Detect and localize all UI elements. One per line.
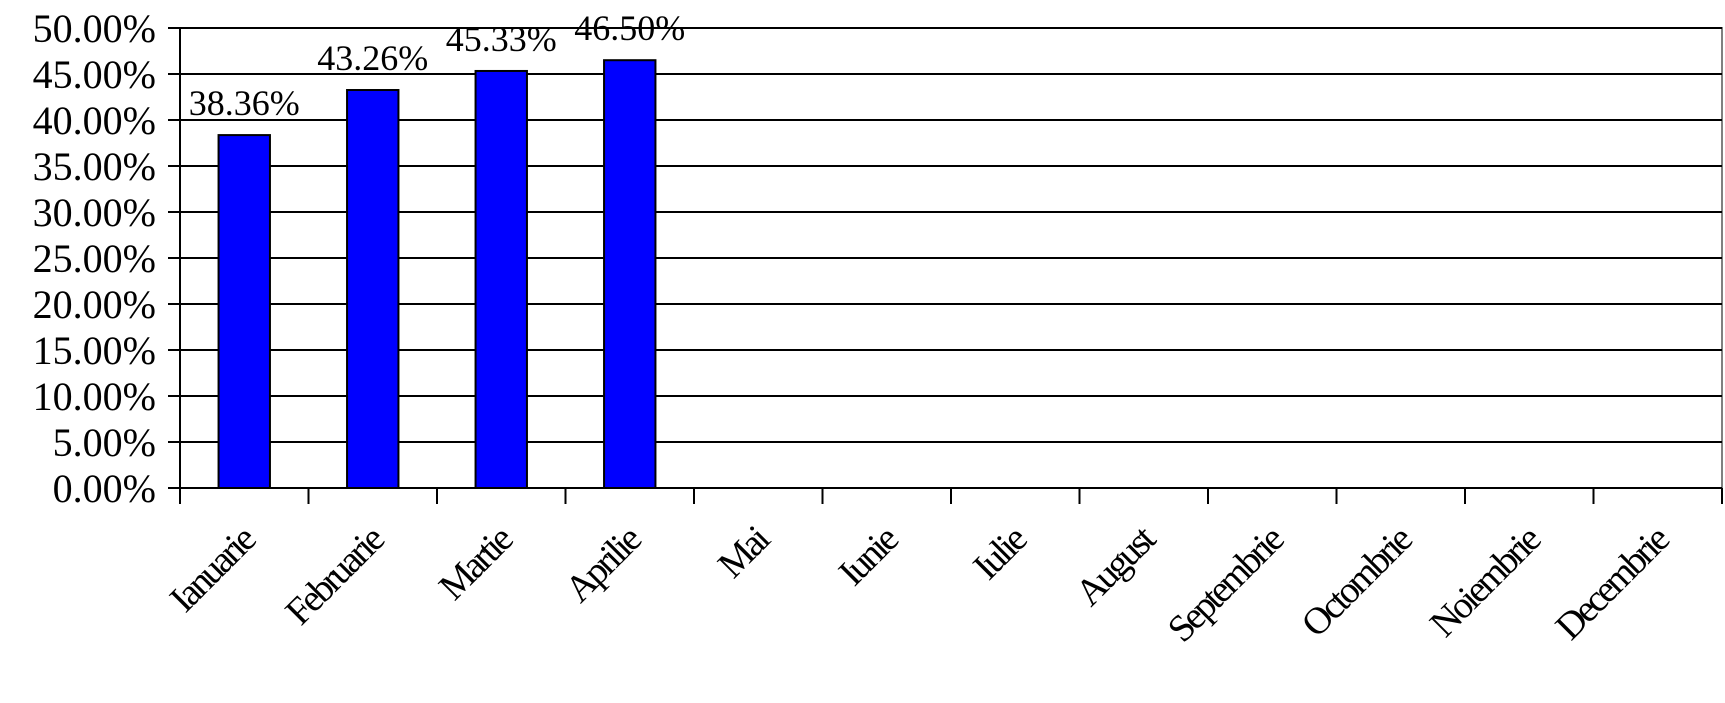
gridlines (180, 27, 1722, 443)
x-tick-labels: Ianuarie Februarie Martie Aprilie Mai Iunie Iu… (162, 517, 1678, 650)
y-tick-label: 50.00% (33, 6, 156, 51)
bar (474, 69, 528, 490)
bar (603, 59, 657, 489)
x-tick-label: Mai (710, 518, 778, 586)
bar (346, 89, 400, 490)
x-tick-label: Octombrie (1294, 518, 1421, 645)
y-tick-label: 0.00% (53, 466, 156, 511)
y-tick-label: 20.00% (33, 282, 156, 327)
x-tick-label: Noiembrie (1422, 518, 1549, 645)
x-tick-label: Ianuarie (162, 518, 264, 620)
y-tick-labels: 0.00%5.00%10.00%15.00%20.00%25.00%30.00%… (33, 6, 156, 511)
y-tick-label: 35.00% (33, 144, 156, 189)
data-label: 43.26% (317, 38, 428, 78)
x-tick-label: Februarie (278, 518, 393, 633)
x-tick-label: Decembrie (1548, 518, 1678, 648)
y-tick-label: 10.00% (33, 374, 156, 419)
data-label: 38.36% (189, 83, 300, 123)
y-tick-label: 25.00% (33, 236, 156, 281)
bar (217, 134, 271, 489)
data-label: 45.33% (446, 19, 557, 59)
x-tick-label: August (1068, 517, 1165, 614)
data-labels: 38.36% 43.26% 45.33% 46.50% (189, 8, 686, 123)
x-tick-label: Martie (431, 518, 521, 608)
y-tick-label: 45.00% (33, 52, 156, 97)
x-tick-label: Iulie (965, 518, 1035, 588)
data-label: 46.50% (574, 8, 685, 48)
y-tick-label: 40.00% (33, 98, 156, 143)
axes (168, 27, 1723, 504)
x-tick-label: Aprilie (557, 518, 649, 610)
x-tick-label: Iunie (831, 518, 907, 594)
y-tick-label: 15.00% (33, 328, 156, 373)
x-tick-label: Septembrie (1160, 518, 1292, 650)
y-tick-label: 5.00% (53, 420, 156, 465)
y-tick-label: 30.00% (33, 190, 156, 235)
